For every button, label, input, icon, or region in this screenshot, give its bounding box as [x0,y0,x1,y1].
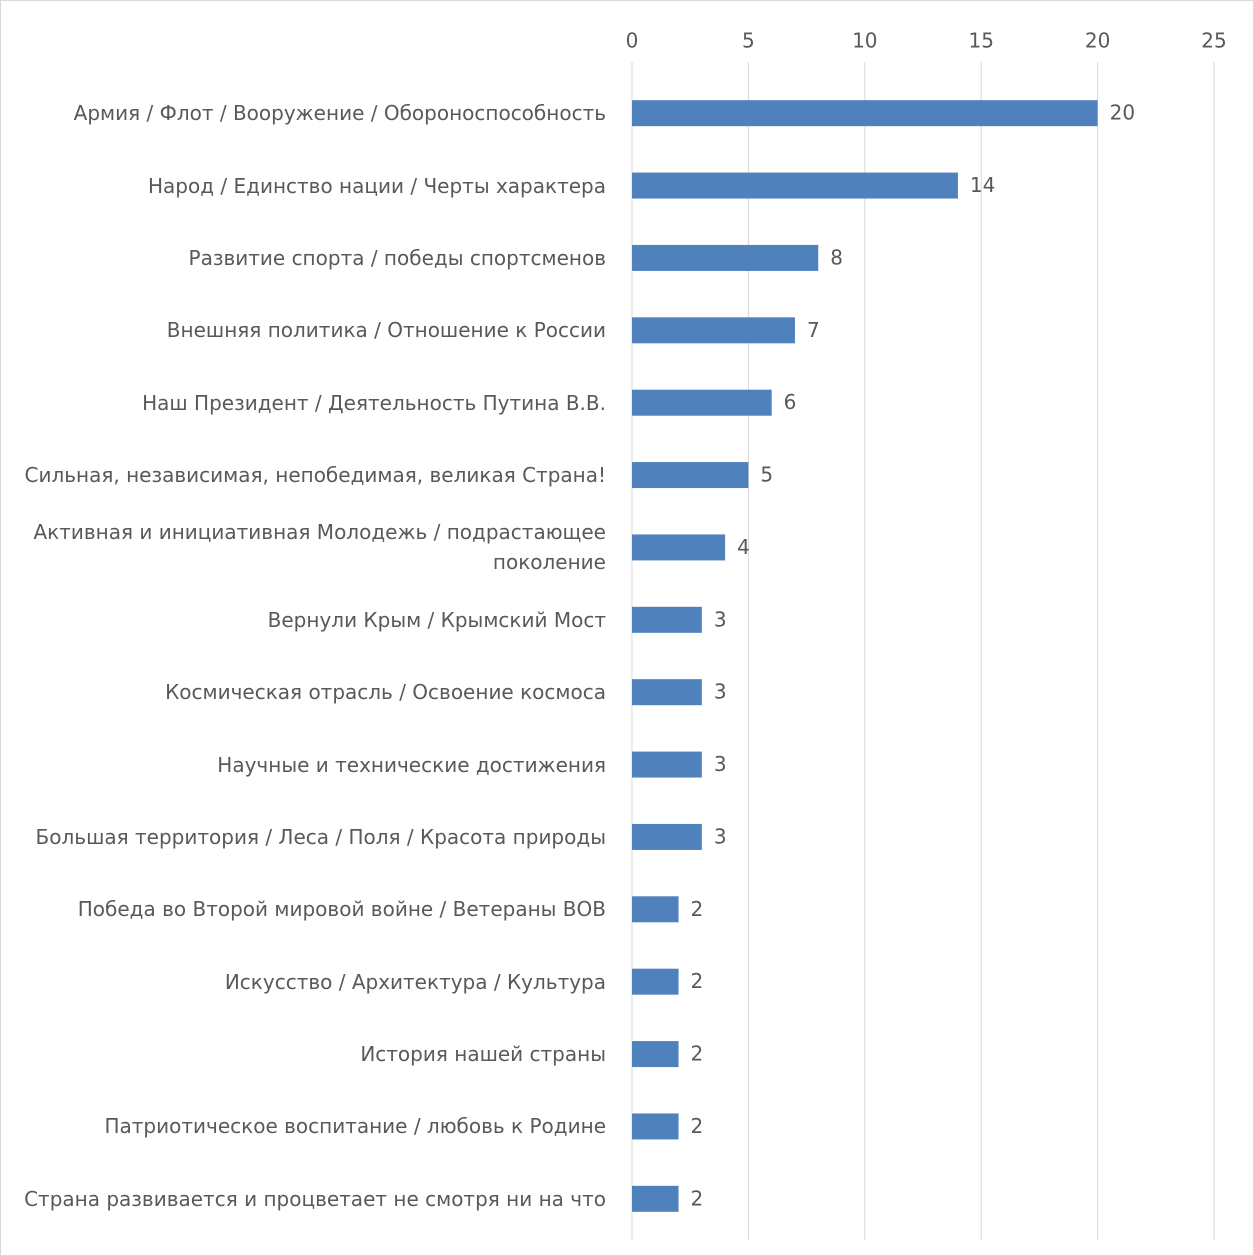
y-tick-label: Наш Президент / Деятельность Путина В.В. [142,390,606,415]
value-label: 14 [970,173,995,197]
value-label: 2 [691,1114,704,1138]
bar [632,244,819,271]
value-label: 20 [1110,101,1135,125]
x-tick-label: 25 [1201,29,1226,53]
y-tick-label: Космическая отрасль / Освоение космоса [165,680,606,705]
value-label: 3 [714,752,727,776]
value-label: 2 [691,969,704,993]
y-tick-label: Внешняя политика / Отношение к России [166,318,606,343]
value-label: 3 [714,680,727,704]
value-label: 2 [691,1042,704,1066]
x-tick-label: 10 [852,29,877,53]
y-tick-label: Большая территория / Леса / Поля / Красо… [35,824,606,849]
y-tick-label: Патриотическое воспитание / любовь к Род… [104,1114,606,1139]
value-label: 7 [807,318,820,342]
bar [632,172,958,199]
y-tick-label: Армия / Флот / Вооружение / Обороноспосо… [73,101,606,126]
y-tick-label: Страна развивается и процветает не смотр… [24,1186,606,1211]
y-tick-label: Активная и инициативная Молодежь / подра… [33,520,606,575]
x-tick-label: 0 [626,29,639,53]
x-tick-label: 5 [742,29,755,53]
bar [632,1113,679,1140]
y-tick-label: Развитие спорта / победы спортсменов [188,245,606,270]
x-tick-label: 20 [1085,29,1110,53]
y-tick-label: Научные и технические достижения [217,752,606,777]
bar [632,968,679,995]
bar [632,823,702,850]
y-tick-label: Вернули Крым / Крымский Мост [267,607,606,632]
value-label: 6 [784,390,797,414]
bar [632,534,726,561]
bar [632,1185,679,1212]
bar [632,317,795,344]
bar [632,896,679,923]
value-label: 2 [691,1186,704,1210]
bar [632,100,1098,127]
bar [632,389,772,416]
bar [632,462,749,489]
value-label: 2 [691,897,704,921]
value-label: 8 [830,245,843,269]
y-tick-label: Сильная, независимая, непобедимая, велик… [24,463,606,488]
bar [632,1041,679,1068]
y-tick-label: Искусство / Архитектура / Культура [224,969,606,994]
value-label: 5 [760,463,773,487]
value-label: 4 [737,535,750,559]
x-tick-label: 15 [968,29,993,53]
value-label: 3 [714,824,727,848]
bar [632,606,702,633]
y-tick-label: Народ / Единство нации / Черты характера [147,173,606,198]
bar [632,751,702,778]
value-label: 3 [714,607,727,631]
y-tick-label: История нашей страны [360,1042,606,1067]
y-tick-label: Победа во Второй мировой войне / Ветеран… [77,897,606,922]
bar [632,679,702,706]
